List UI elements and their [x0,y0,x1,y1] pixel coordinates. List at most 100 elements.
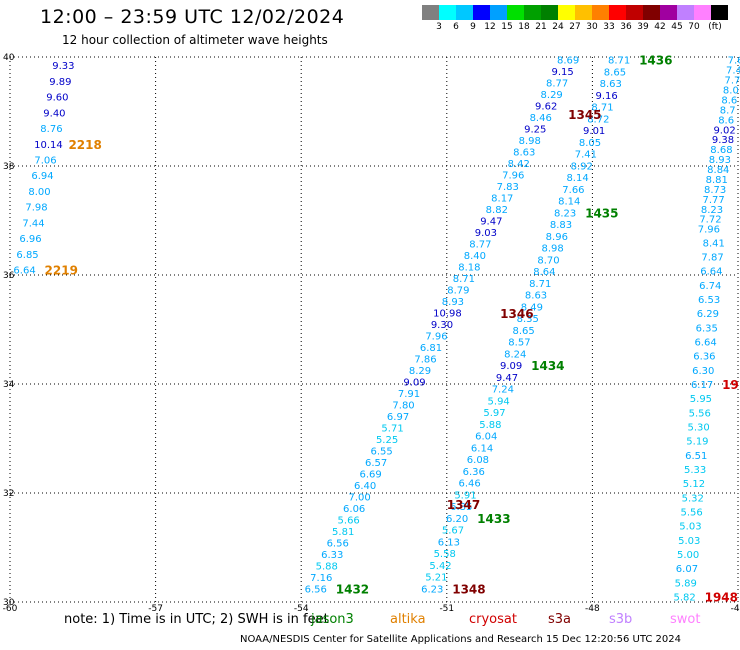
wave-height-value: 5.58 [434,549,456,560]
wave-height-value: 5.91 [454,490,476,501]
legend-swatch [626,5,643,20]
wave-height-value: 8.68 [710,145,732,156]
legend-swatch [473,5,490,20]
wave-height-value: 7.24 [492,385,514,396]
wave-height-value: 6.36 [693,352,715,363]
lat-lon-grid [9,56,739,603]
wave-height-value: 6.17 [691,380,713,391]
wave-height-value: 7.00 [349,492,371,503]
legend-swatch [677,5,694,20]
legend-label: 12 [484,22,496,32]
satellite-s3b: s3b [609,612,633,627]
wave-height-value: 7.77 [702,195,724,206]
legend-labels: 3 6 9 12 15 18 21 24 27 30 33 36 39 42 45 70 (ft) [422,20,732,34]
wave-height-value: 6.81 [420,343,442,354]
legend-swatch [592,5,609,20]
lon-tick-label: -51 [439,604,454,614]
wave-height-value: 8.76 [40,124,62,135]
lon-tick-label: -54 [294,604,309,614]
wave-height-value: 6.56 [305,584,327,595]
wave-height-value: 6.35 [450,502,472,513]
wave-height-value: 6.06 [343,504,365,515]
wave-height-value: 5.81 [332,527,354,538]
wave-height-value: 8.05 [579,138,601,149]
legend-label: 30 [586,22,598,32]
wave-height-value: 8.24 [504,349,526,360]
wave-height-value: 7.41 [575,150,597,161]
wave-height-value: 6.04 [475,432,497,443]
wave-height-value: 6.40 [354,481,376,492]
wave-height-value: 7.7 [724,76,740,87]
wave-height-value: 7.66 [562,185,584,196]
pass-time-label: 2218 [68,138,101,152]
wave-height-value: 6.30 [692,366,714,377]
wave-height-value: 8.42 [508,159,530,170]
wave-height-value: 6.36 [463,467,485,478]
wave-height-value: 6.46 [458,479,480,490]
legend-swatch [541,5,558,20]
wave-height-value: 5.94 [488,396,510,407]
wave-height-value: 6.64 [13,266,35,277]
axis-tick-labels: -60 -57 -54 -51 -48 -45 40 38 36 34 32 30 [3,53,740,614]
wave-height-value: 7.86 [414,355,436,366]
lon-tick-label: -60 [3,604,18,614]
wave-height-value: 9.30 [431,320,453,331]
wave-height-value: 9.09 [500,361,522,372]
legend-swatch [558,5,575,20]
wave-height-value: 5.56 [680,508,702,519]
page-subtitle: 12 hour collection of altimeter wave hei… [62,33,328,47]
wave-height-value: 6.55 [370,446,392,457]
wave-height-value: 6.08 [467,455,489,466]
wave-height-value: 9.03 [475,228,497,239]
wave-height-value: 6.35 [696,323,718,334]
wave-height-value: 5.42 [429,561,451,572]
wave-height-value: 9.38 [712,135,734,146]
wave-height-value: 6.85 [16,250,38,261]
lon-tick-label: -45 [731,604,740,614]
wave-height-value: 8.71 [608,56,630,67]
wave-height-value: 8.49 [521,302,543,313]
wave-height-value: 8.93 [442,297,464,308]
legend-label: 27 [569,22,581,32]
lat-tick-label: 38 [3,162,15,172]
pass-time-label: 1435 [585,206,618,220]
wave-height-value: 6.33 [321,550,343,561]
credit-line: NOAA/NESDIS Center for Satellite Applica… [240,634,682,645]
legend-swatch [660,5,677,20]
wave-height-value: 9.62 [535,102,557,113]
wave-height-value: 8.71 [529,279,551,290]
legend-swatch [490,5,507,20]
wave-height-value: 8.14 [566,173,588,184]
wave-height-value: 7.16 [310,573,332,584]
wave-height-value: 9.01 [583,126,605,137]
wave-height-value: 5.32 [682,493,704,504]
wave-height-value: 5.33 [684,465,706,476]
wave-height-value: 8.17 [491,194,513,205]
wave-height-value: 8.77 [546,79,568,90]
wave-height-value: 6.20 [446,514,468,525]
wave-height-value: 5.12 [683,479,705,490]
wave-height-value: 8.6 [721,95,737,106]
satellite-s3a: s3a [548,612,572,627]
lat-tick-label: 34 [3,380,15,390]
wave-height-value: 6.14 [471,443,493,454]
legend-swatch [456,5,473,20]
legend-swatch [609,5,626,20]
legend-swatch [439,5,456,20]
footnote: note: 1) Time is in UTC; 2) SWH is in fe… [64,612,329,627]
wave-height-value: 7.72 [699,215,721,226]
wave-height-value: 5.88 [316,561,338,572]
wave-height-value: 8.93 [709,155,731,166]
wave-height-value: 8.96 [546,232,568,243]
wave-height-value: 6.53 [698,295,720,306]
wave-height-value: 10.98 [433,309,462,320]
pass-time-label: 1345 [568,108,601,122]
wave-height-value: 6.23 [421,584,443,595]
wave-height-value: 8.0 [723,86,739,97]
wave-height-value: 6.56 [327,538,349,549]
wave-height-value: 8.63 [513,148,535,159]
wave-height-value: 6.74 [699,281,721,292]
wave-height-value: 5.67 [442,526,464,537]
wave-height-value: 8.23 [701,205,723,216]
wave-height-value: 9.47 [496,373,518,384]
